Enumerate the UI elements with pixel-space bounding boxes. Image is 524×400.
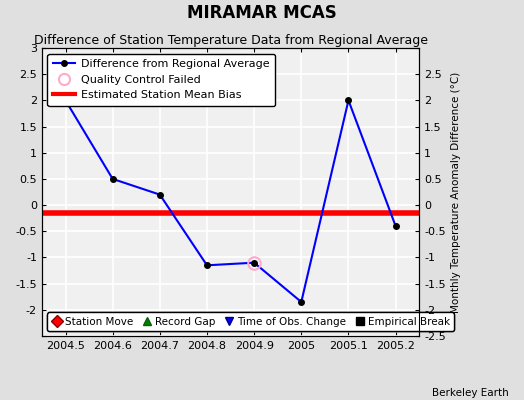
Y-axis label: Monthly Temperature Anomaly Difference (°C): Monthly Temperature Anomaly Difference (… xyxy=(451,71,461,313)
Text: MIRAMAR MCAS: MIRAMAR MCAS xyxy=(187,4,337,22)
Legend: Station Move, Record Gap, Time of Obs. Change, Empirical Break: Station Move, Record Gap, Time of Obs. C… xyxy=(47,312,454,331)
Title: Difference of Station Temperature Data from Regional Average: Difference of Station Temperature Data f… xyxy=(34,34,428,47)
Text: Berkeley Earth: Berkeley Earth xyxy=(432,388,508,398)
